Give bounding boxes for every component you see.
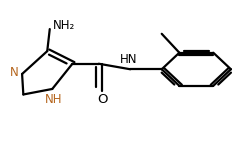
Text: HN: HN (120, 52, 137, 66)
Text: N: N (10, 66, 18, 79)
Text: NH: NH (45, 93, 62, 106)
Text: O: O (97, 93, 107, 106)
Text: NH₂: NH₂ (52, 19, 74, 32)
